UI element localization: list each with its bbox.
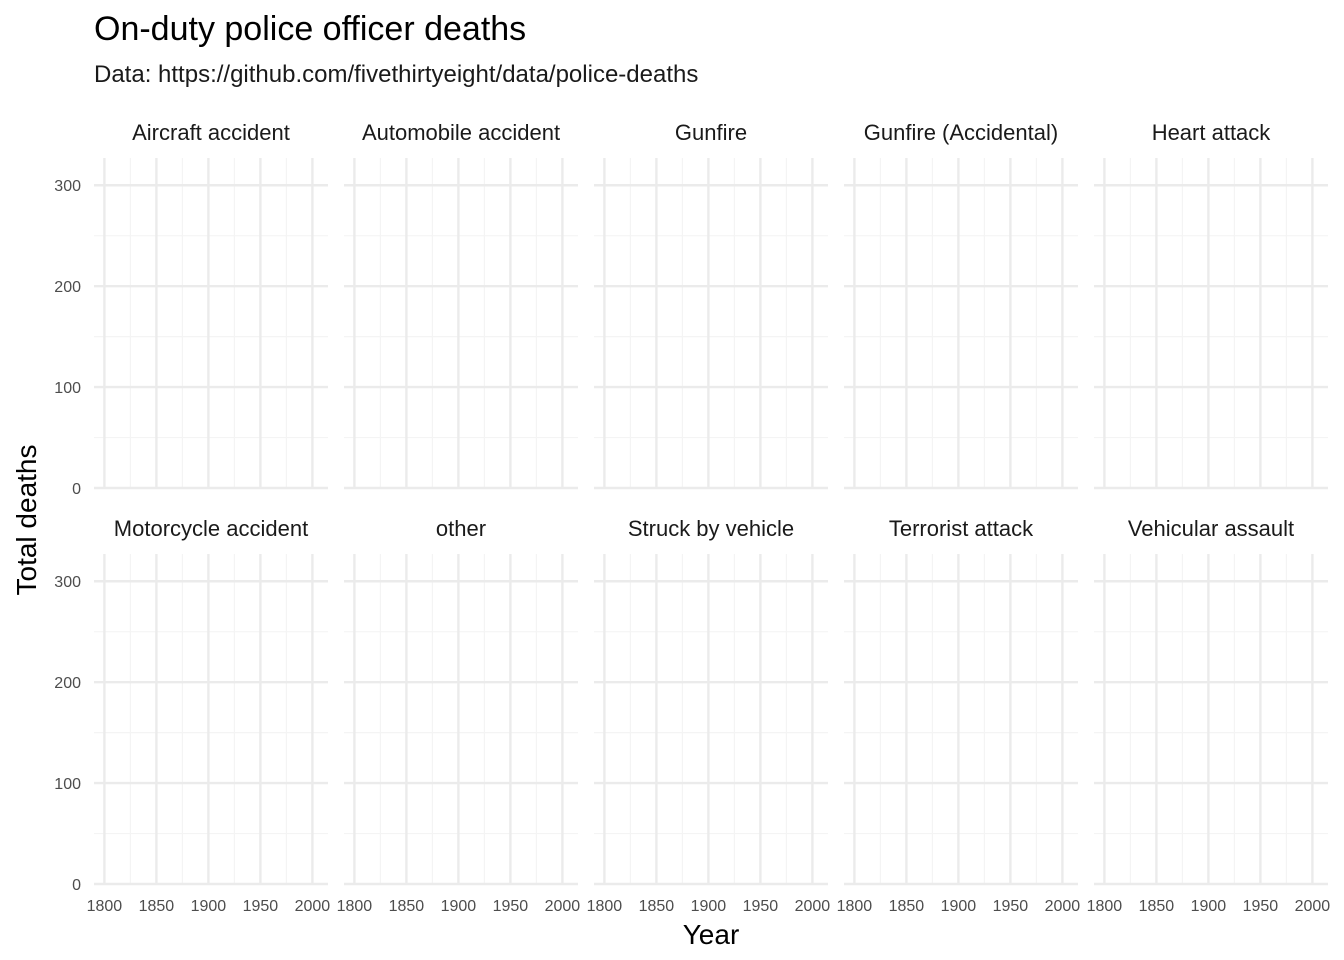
facet-panel: Motorcycle accident 0 100 200 300 1800 1850 190… — [54, 516, 330, 915]
facet-strip-label: Heart attack — [1152, 120, 1272, 145]
x-tick-label: 1800 — [1087, 898, 1123, 915]
x-tick-label: 2000 — [295, 898, 331, 915]
x-tick-label: 2000 — [545, 898, 581, 915]
y-tick-label: 0 — [72, 481, 81, 498]
x-tick-label: 1850 — [889, 898, 925, 915]
x-tick-label: 1950 — [243, 898, 279, 915]
x-tick-label: 1950 — [743, 898, 779, 915]
x-tick-label: 1800 — [87, 898, 123, 915]
facet-panel: Struck by vehicle 1800 1850 1900 1950 2000 — [587, 516, 831, 915]
facet-panel: other 1800 1850 1900 1950 2000 — [337, 516, 581, 915]
x-tick-label: 1900 — [941, 898, 977, 915]
y-tick-label: 300 — [54, 178, 81, 195]
x-tick-label: 1850 — [639, 898, 675, 915]
x-tick-label: 1850 — [389, 898, 425, 915]
y-tick-label: 200 — [54, 279, 81, 296]
chart-subtitle: Data: https://github.com/fivethirtyeight… — [94, 61, 699, 88]
y-tick-label: 100 — [54, 776, 81, 793]
facet-panel: Heart attack — [1094, 120, 1328, 490]
x-tick-label: 2000 — [795, 898, 831, 915]
facet-strip-label: Struck by vehicle — [628, 516, 794, 541]
x-tick-label: 1950 — [1243, 898, 1279, 915]
facet-strip-label: other — [436, 516, 486, 541]
x-tick-label: 1900 — [1191, 898, 1227, 915]
facet-panel: Aircraft accident 0 100 200 300 — [54, 120, 328, 498]
x-tick-label: 2000 — [1045, 898, 1081, 915]
y-axis-title: Total deaths — [11, 445, 42, 596]
facet-strip-label: Terrorist attack — [889, 516, 1034, 541]
y-tick-label: 300 — [54, 574, 81, 591]
facet-strip-label: Aircraft accident — [132, 120, 290, 145]
chart-title: On-duty police officer deaths — [94, 10, 527, 48]
facet-panel: Gunfire (Accidental) — [844, 120, 1078, 490]
x-tick-label: 1850 — [139, 898, 175, 915]
x-tick-label: 1850 — [1139, 898, 1175, 915]
facet-strip-label: Automobile accident — [362, 120, 560, 145]
facet-panel: Automobile accident — [344, 120, 578, 490]
x-tick-label: 1950 — [493, 898, 529, 915]
y-tick-label: 0 — [72, 877, 81, 894]
x-tick-label: 1800 — [587, 898, 623, 915]
facet-strip-label: Vehicular assault — [1128, 516, 1294, 541]
facet-panel: Vehicular assault 1800 1850 1900 1950 2000 — [1087, 516, 1331, 915]
facet-strip-label: Gunfire — [675, 120, 747, 145]
x-tick-label: 1950 — [993, 898, 1029, 915]
facet-panel: Terrorist attack 1800 1850 1900 1950 2000 — [837, 516, 1081, 915]
x-axis-title: Year — [683, 919, 740, 950]
facet-strip-label: Gunfire (Accidental) — [864, 120, 1058, 145]
x-tick-label: 1800 — [837, 898, 873, 915]
x-tick-label: 1900 — [191, 898, 227, 915]
x-tick-label: 1900 — [691, 898, 727, 915]
x-tick-label: 2000 — [1295, 898, 1331, 915]
facet-panel: Gunfire — [594, 120, 828, 490]
facet-strip-label: Motorcycle accident — [114, 516, 308, 541]
y-tick-label: 100 — [54, 380, 81, 397]
y-tick-label: 200 — [54, 675, 81, 692]
facet-panels: Aircraft accident 0 100 200 300 Automobile ac… — [54, 120, 1330, 915]
x-tick-label: 1800 — [337, 898, 373, 915]
x-tick-label: 1900 — [441, 898, 477, 915]
